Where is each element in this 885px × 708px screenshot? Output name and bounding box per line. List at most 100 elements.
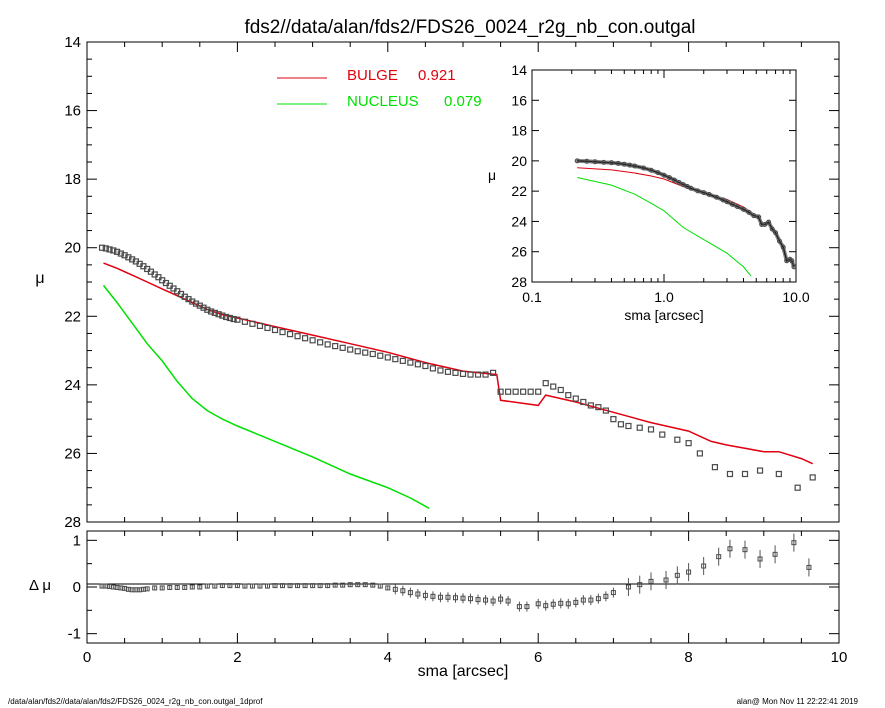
main-y-tick-label: 18: [64, 171, 81, 188]
residual-data-point: [325, 583, 331, 589]
residual-data-point: [701, 563, 707, 569]
residual-data-point: [422, 592, 428, 598]
residual-data-point: [637, 582, 643, 588]
residual-data-point: [310, 583, 316, 589]
inset-y-axis-label: μ: [488, 167, 496, 183]
main-series-bulge-line: [103, 262, 814, 465]
main-data-point: [332, 343, 339, 350]
main-data-point: [226, 314, 233, 322]
residual-data-point: [355, 582, 361, 588]
residual-data-point: [197, 584, 203, 590]
main-data-point: [211, 309, 218, 316]
main-data-point: [223, 313, 230, 321]
x-tick-label: 4: [384, 649, 392, 666]
residual-data-point: [595, 596, 601, 602]
inset-data-point: [661, 172, 667, 178]
inset-data-point: [701, 190, 707, 196]
main-data-point: [230, 315, 237, 323]
inset-data-point: [734, 204, 740, 210]
residual-data-point: [573, 599, 579, 605]
inset-y-tick-label: 14: [511, 62, 527, 78]
residual-data-point: [272, 583, 278, 589]
main-data-point: [497, 388, 504, 395]
main-data-point: [726, 470, 734, 478]
main-data-point: [110, 247, 117, 254]
x-tick-label: 8: [684, 649, 692, 666]
inset-data-point: [789, 258, 795, 264]
residual-data-point: [625, 584, 631, 590]
inset-data-point: [773, 230, 779, 236]
inset-data-point: [574, 158, 580, 164]
main-y-tick-label: 14: [64, 34, 81, 51]
main-data-point: [636, 424, 643, 431]
residual-data-point: [772, 551, 778, 557]
residual-data-point: [580, 597, 586, 603]
residual-data-point: [167, 584, 173, 590]
residual-data-point: [370, 582, 376, 588]
inset-data-point: [766, 219, 772, 225]
main-data-point: [241, 318, 249, 325]
residual-data-point: [287, 583, 293, 589]
main-data-point: [459, 370, 467, 377]
main-data-point: [809, 474, 816, 481]
residual-data-point: [610, 590, 616, 596]
inset-data-point: [608, 160, 614, 166]
inset-data-point: [695, 188, 701, 194]
inset-data-point: [615, 160, 621, 166]
inset-data-point: [724, 199, 730, 205]
main-y-tick-label: 16: [64, 103, 81, 120]
main-data-point: [377, 352, 384, 359]
main-data-point: [271, 326, 279, 334]
residual-data-point: [152, 585, 158, 591]
main-data-point: [324, 341, 331, 348]
residual-data-point: [430, 593, 436, 599]
inset-data-point: [706, 191, 712, 197]
main-data-point: [542, 380, 549, 387]
residual-y-tick-label: 1: [73, 532, 81, 549]
inset-data-point: [641, 165, 647, 171]
main-data-point: [482, 371, 489, 378]
inset-x-tick-label: 1.0: [654, 289, 674, 305]
main-data-point: [444, 368, 452, 375]
inset-data-point: [720, 197, 726, 203]
residual-data-point: [257, 583, 263, 589]
main-data-point: [741, 470, 749, 478]
inset-y-tick-label: 24: [511, 213, 527, 229]
residual-data-point: [385, 585, 391, 591]
residual-data-point: [565, 601, 571, 607]
residual-data-point: [524, 604, 530, 610]
main-data-point: [557, 386, 564, 394]
main-data-point: [414, 361, 421, 368]
main-panel: 14 16 18 20 22 24 26 28 μ BULGE 0.921 NUCLEUS 0…: [35, 34, 840, 531]
inset-x-tick-label: 0.1: [522, 289, 542, 305]
residual-data-point: [332, 582, 338, 588]
inset-data-point: [648, 167, 654, 173]
residual-data-point: [445, 594, 451, 600]
main-data-point: [256, 322, 264, 329]
figure-title: fds2//data/alan/fds2/FDS26_0024_r2g_nb_c…: [244, 17, 695, 38]
residual-data-point: [757, 556, 763, 562]
residual-data-point: [144, 586, 150, 592]
main-series-group: [98, 244, 816, 509]
main-data-point: [407, 359, 414, 366]
residual-y-tick-label: 0: [73, 579, 81, 596]
residual-data-point: [182, 584, 188, 590]
residual-data-point: [415, 591, 421, 597]
main-data-point: [595, 404, 602, 411]
residual-data-point: [558, 600, 564, 606]
inset-data-point: [688, 185, 694, 191]
inset-data-point: [621, 161, 627, 167]
residual-data-point: [674, 572, 680, 578]
main-data-point: [207, 308, 215, 315]
main-data-point: [317, 339, 324, 346]
main-data-point: [610, 416, 617, 423]
inset-data-point: [751, 213, 757, 219]
main-data-point: [309, 337, 316, 344]
inset-x-axis-label: sma [arcsec]: [624, 307, 703, 323]
main-data-point: [572, 395, 579, 402]
inset-x-tick-label: 10.0: [782, 289, 809, 305]
main-data-point: [659, 431, 666, 438]
main-data-point: [347, 346, 354, 353]
residual-data-point: [264, 583, 270, 589]
legend-nucleus-name: NUCLEUS: [347, 93, 419, 110]
